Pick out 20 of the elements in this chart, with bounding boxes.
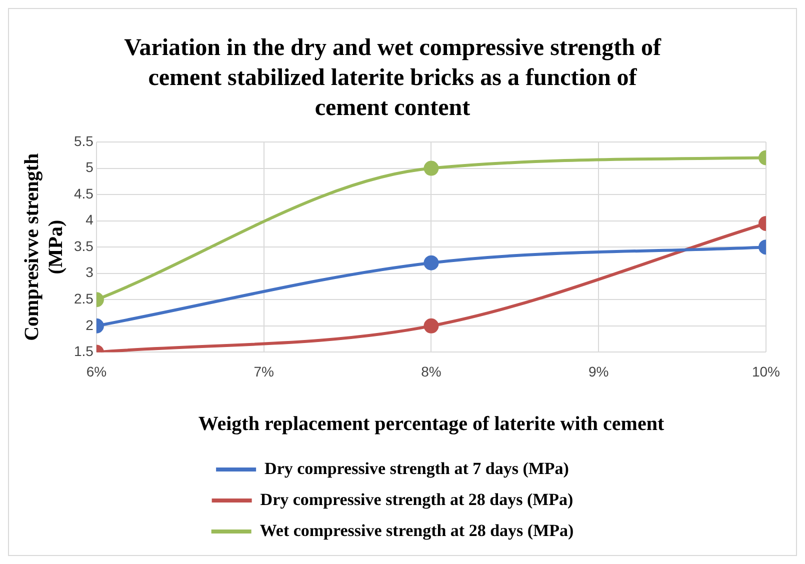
x-tick-label: 9% (588, 363, 609, 380)
legend-label: Wet compressive strength at 28 days (MPa) (260, 520, 574, 540)
x-axis-title: Weigth replacement percentage of laterite with cement (198, 413, 664, 436)
y-tick-label: 2.5 (74, 290, 94, 307)
y-tick-label: 5 (86, 159, 94, 176)
y-tick-label: 3 (86, 264, 94, 280)
y-tick-label: 3.5 (74, 238, 94, 254)
x-tick-label: 6% (86, 363, 107, 380)
legend-label: Dry compressive strength at 28 days (MPa) (260, 490, 574, 509)
y-tick-label: 5.5 (74, 132, 94, 149)
x-tick-label: 7% (254, 363, 274, 380)
y-tick-label: 2 (86, 316, 94, 333)
y-tick-label: 1.5 (74, 343, 94, 360)
y-tick-label: 4 (86, 212, 94, 228)
legend-label: Dry compressive strength at 7 days (MPa) (264, 458, 569, 478)
x-tick-label: 8% (421, 363, 442, 380)
y-axis-title: Compresivve strength (MPa) (21, 153, 68, 341)
x-tick-label: 10% (752, 363, 780, 380)
chart-title: Variation in the dry and wet compressive strength of cement stabilized laterite bricks as a function of cement content (124, 35, 662, 122)
y-tick-label: 4.5 (74, 185, 94, 202)
